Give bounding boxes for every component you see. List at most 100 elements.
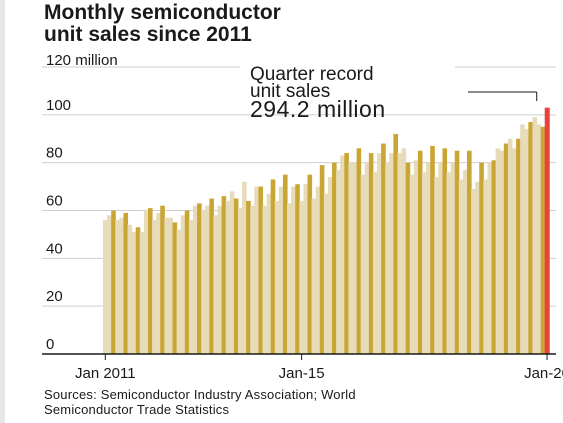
bar (246, 200, 251, 354)
sources-line-2: Semiconductor Trade Statistics (44, 402, 230, 417)
bar (139, 232, 145, 354)
bar (348, 162, 353, 354)
bar (270, 179, 276, 354)
bar (442, 148, 448, 354)
chart-title-line-1: Monthly semiconductor (44, 1, 281, 24)
bar (184, 210, 190, 354)
bar (458, 179, 464, 354)
bar (295, 184, 300, 354)
bar (192, 205, 198, 354)
bar (372, 172, 378, 354)
bar (323, 193, 329, 354)
bar (225, 200, 231, 354)
bar (332, 162, 337, 354)
bar (426, 162, 431, 354)
bars (103, 107, 550, 355)
bar (143, 210, 149, 354)
bar (503, 143, 509, 354)
sources-note: Sources: Semiconductor Industry Associat… (44, 387, 524, 417)
bar (115, 220, 120, 354)
x-tick-label: Jan-20 (524, 365, 563, 382)
bar (491, 160, 497, 354)
bar (475, 181, 480, 354)
bar (336, 169, 341, 354)
bar (340, 155, 345, 354)
bar (160, 205, 165, 354)
bar (131, 232, 137, 354)
y-tick-label: 60 (46, 193, 63, 210)
bar (291, 186, 296, 354)
bar (242, 181, 247, 354)
bar (123, 212, 129, 354)
bar (352, 162, 358, 354)
bar (516, 138, 521, 354)
bar (385, 162, 390, 354)
bar (152, 220, 157, 354)
bar (205, 205, 210, 354)
bar (254, 186, 259, 354)
bar (483, 179, 488, 354)
bar (409, 174, 415, 355)
bar (389, 153, 394, 354)
bar (250, 205, 255, 354)
bar (262, 205, 268, 354)
axes: 0 20 40 60 80 100 120 million Jan 2011 Jan-15 Jan… (42, 52, 563, 382)
bar (344, 153, 349, 354)
bar (299, 200, 304, 354)
bar (311, 198, 317, 354)
bar (274, 200, 280, 354)
record-annotation: Quarter record unit sales 294.2 million (250, 64, 538, 122)
bar (471, 188, 476, 354)
bar (454, 150, 460, 354)
bar (266, 193, 272, 354)
bar (401, 148, 407, 354)
bar (168, 217, 174, 354)
bar (147, 208, 153, 354)
bar (532, 117, 538, 354)
bar (524, 129, 529, 354)
bar (356, 148, 362, 354)
chart-title-line-2: unit sales since 2011 (44, 23, 252, 46)
bar (201, 210, 206, 354)
bar (462, 169, 468, 354)
bar (467, 150, 472, 354)
bar (422, 172, 427, 354)
left-border (0, 0, 5, 423)
bar (127, 224, 133, 354)
bar (103, 220, 108, 354)
bar (282, 174, 288, 355)
x-tick-label: Jan 2011 (75, 365, 136, 382)
bar (319, 165, 325, 354)
bar (221, 196, 227, 354)
bar (237, 208, 243, 354)
bar (377, 153, 382, 354)
bar (450, 162, 456, 354)
bar (287, 203, 292, 354)
bar (360, 174, 366, 355)
bar (164, 217, 169, 354)
y-tick-label: 20 (46, 288, 63, 305)
y-tick-label: 40 (46, 240, 63, 257)
bar (381, 143, 386, 354)
bar (495, 148, 501, 354)
y-unit-label: 120 million (46, 52, 118, 69)
bar (233, 198, 239, 354)
bar (209, 198, 214, 354)
bar (119, 217, 124, 354)
bar (364, 162, 370, 354)
bar (417, 150, 423, 354)
bar (197, 203, 202, 354)
chart-title: Monthly semiconductor unit sales since 2… (44, 2, 464, 46)
bar (217, 205, 223, 354)
bar (438, 162, 443, 354)
y-tick-label: 80 (46, 145, 63, 162)
bar (528, 122, 533, 354)
bar (327, 177, 333, 354)
bar (507, 138, 513, 354)
y-tick-label: 0 (46, 336, 54, 353)
bar (107, 215, 112, 354)
bar (520, 124, 525, 355)
bar (479, 162, 484, 354)
bar (229, 191, 235, 354)
